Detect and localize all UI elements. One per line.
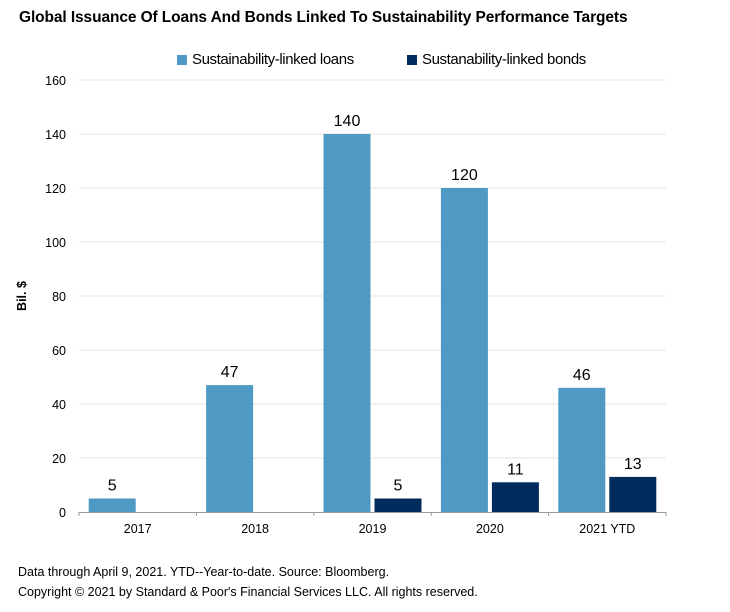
y-tick-label: 80: [52, 290, 66, 304]
gridlines: [79, 79, 666, 459]
bar-loans: [440, 188, 488, 512]
legend-swatch-loans: [177, 54, 187, 65]
data-label: 11: [507, 461, 524, 478]
y-tick-label: 120: [45, 182, 66, 196]
bar-bonds: [609, 476, 657, 512]
bar-loans: [558, 387, 606, 512]
y-axis-ticks: 0 20 40 60 80 100 120 140 160: [45, 74, 66, 520]
chart-title: Global Issuance Of Loans And Bonds Linke…: [19, 9, 628, 26]
chart-plot: 0 20 40 60 80 100 120 140 160 5 47 140 5 120 11 46 13 2…: [15, 74, 667, 536]
y-axis-label: Bil. $: [15, 281, 29, 311]
y-tick-label: 160: [45, 74, 66, 88]
x-tick-label: 2021 YTD: [579, 522, 635, 536]
x-tick-label: 2020: [476, 522, 504, 536]
x-tick-label: 2018: [241, 522, 269, 536]
y-tick-label: 140: [45, 128, 66, 142]
legend-swatch-bonds: [407, 54, 417, 65]
data-label: 47: [221, 364, 239, 381]
x-tick-label: 2017: [124, 522, 152, 536]
y-tick-label: 20: [52, 452, 66, 466]
bar-loans: [206, 385, 254, 512]
data-label: 5: [394, 478, 403, 495]
legend-item-bonds: Sustanability-linked bonds: [407, 51, 586, 68]
footer-note: Data through April 9, 2021. YTD--Year-to…: [18, 565, 390, 579]
legend-label-loans: Sustainability-linked loans: [192, 51, 354, 68]
x-axis: 2017 2018 2019 2020 2021 YTD: [78, 512, 667, 536]
data-label: 120: [451, 167, 478, 184]
legend-label-bonds: Sustanability-linked bonds: [422, 51, 586, 68]
bar-bonds: [491, 482, 539, 512]
y-tick-label: 60: [52, 344, 66, 358]
y-tick-label: 40: [52, 398, 66, 412]
data-label: 13: [624, 456, 642, 473]
bar-bonds: [374, 498, 422, 512]
data-label: 46: [573, 367, 591, 384]
bars: [88, 134, 657, 512]
data-label: 5: [108, 478, 117, 495]
footer-copyright: Copyright © 2021 by Standard & Poor's Fi…: [18, 585, 478, 599]
x-tick-label: 2019: [359, 522, 387, 536]
y-tick-label: 100: [45, 236, 66, 250]
data-label: 140: [334, 113, 361, 130]
bar-labels: 5 47 140 5 120 11 46 13: [108, 113, 642, 495]
legend-item-loans: Sustainability-linked loans: [177, 51, 354, 68]
y-tick-label: 0: [59, 506, 66, 520]
legend: Sustainability-linked loans Sustanabilit…: [0, 51, 730, 71]
bar-loans: [323, 134, 371, 512]
bar-loans: [88, 498, 136, 512]
